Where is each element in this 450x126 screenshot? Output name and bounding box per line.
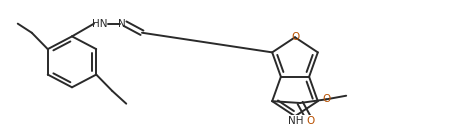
Text: O: O <box>291 32 299 42</box>
Text: O: O <box>306 116 314 126</box>
Text: O: O <box>322 94 330 104</box>
Text: NH: NH <box>288 116 304 126</box>
Text: HN: HN <box>92 19 108 29</box>
Text: N: N <box>118 19 126 29</box>
